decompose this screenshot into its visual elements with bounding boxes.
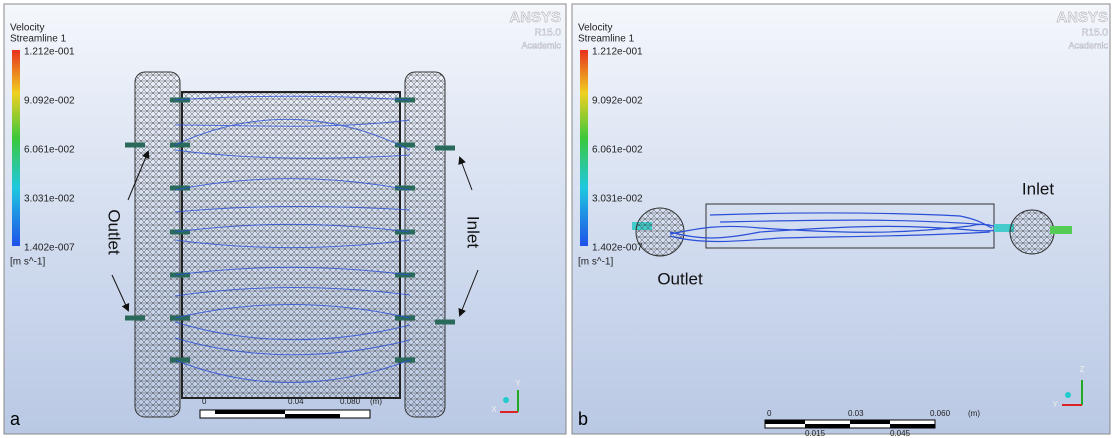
- scale-label: 0: [767, 409, 772, 418]
- annotation: Inlet: [464, 216, 483, 248]
- legend-tick: 6.061e-002: [24, 145, 75, 156]
- annotation: Inlet: [1022, 179, 1054, 198]
- outlet-header: [135, 72, 180, 417]
- legend-tick: 1.402e-007: [592, 243, 643, 254]
- legend-tick: 1.212e-001: [24, 47, 75, 58]
- legend-unit: [m s^-1]: [578, 257, 613, 268]
- scale-label: 0.060: [930, 409, 951, 418]
- legend-title: Velocity: [10, 23, 44, 34]
- legend-tick: 9.092e-002: [592, 96, 643, 107]
- inlet-header: [1010, 210, 1054, 254]
- legend-tick: 3.031e-002: [24, 194, 75, 205]
- legend-title: Velocity: [578, 23, 612, 34]
- legend-tick: 3.031e-002: [592, 194, 643, 205]
- legend-subtitle: Streamline 1: [10, 34, 67, 45]
- scale-label: 0.015: [805, 429, 826, 438]
- scale-unit: (m): [968, 409, 980, 418]
- legend-tick: 6.061e-002: [592, 145, 643, 156]
- scale-unit: (m): [370, 397, 382, 406]
- panel-label: b: [578, 409, 588, 429]
- logo-brand: ANSYS: [1056, 9, 1108, 26]
- legend-tick: 1.212e-001: [592, 47, 643, 58]
- axis-label: X: [491, 405, 497, 414]
- legend-unit: [m s^-1]: [10, 257, 45, 268]
- colorbar: [580, 50, 588, 246]
- scale-label: 0.04: [288, 397, 304, 406]
- annotation: Outlet: [657, 269, 703, 288]
- panel-label: a: [10, 409, 21, 429]
- channel-block: [182, 92, 400, 398]
- scale-bar: [765, 420, 935, 428]
- logo-edition: Academic: [521, 40, 561, 50]
- scale-label: 0.045: [890, 429, 911, 438]
- scale-label: 0: [202, 397, 207, 406]
- outlet-header: [636, 208, 684, 256]
- scale-label: 0.080: [340, 397, 361, 406]
- annotation: Outlet: [105, 209, 124, 255]
- legend-subtitle: Streamline 1: [578, 34, 635, 45]
- axis-label: Y: [515, 379, 521, 388]
- figure: VelocityStreamline 11.212e-0019.092e-002…: [0, 0, 1114, 438]
- logo-brand: ANSYS: [509, 9, 561, 26]
- inlet-header: [405, 72, 445, 417]
- axis-label: Z: [1080, 365, 1085, 374]
- axis-label: Y: [1052, 400, 1058, 409]
- logo-edition: Academic: [1068, 40, 1108, 50]
- scale-label: 0.03: [848, 409, 864, 418]
- scale-bar: [200, 410, 370, 418]
- legend-tick: 9.092e-002: [24, 96, 75, 107]
- legend-tick: 1.402e-007: [24, 243, 75, 254]
- colorbar: [12, 50, 20, 246]
- inlet-pipe: [1050, 226, 1072, 234]
- logo-version: R15.0: [534, 28, 561, 39]
- logo-version: R15.0: [1081, 28, 1108, 39]
